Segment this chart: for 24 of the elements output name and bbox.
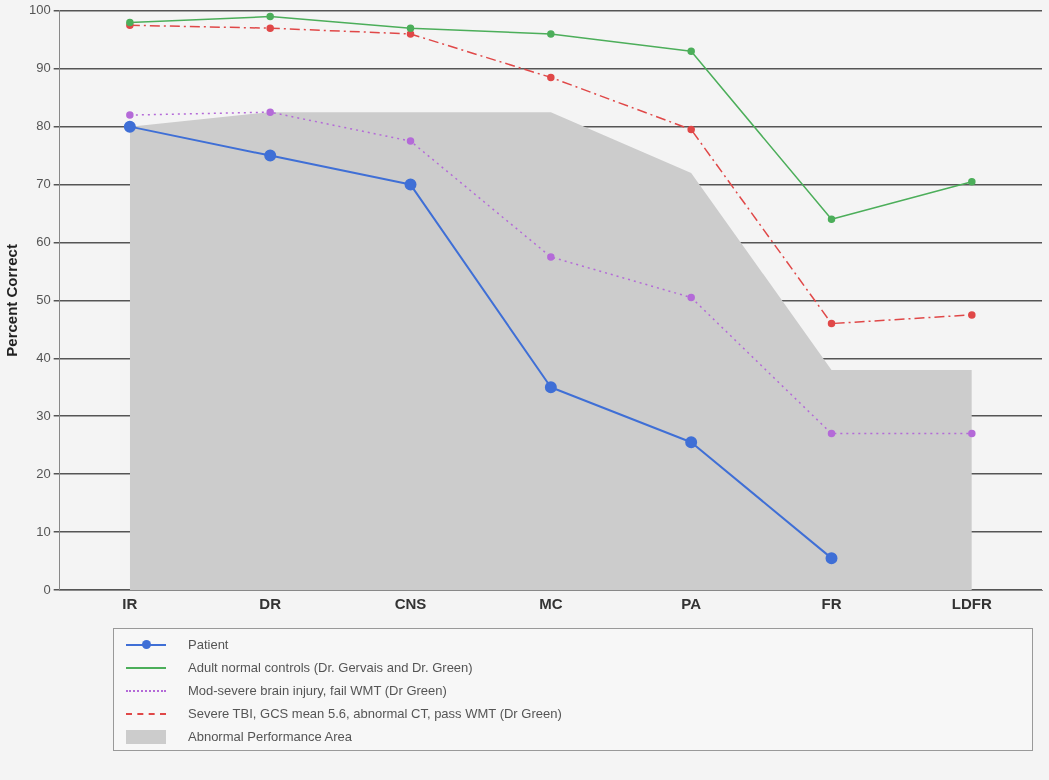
x-tick-label: IR [122, 595, 138, 613]
x-tick-label: PA [681, 595, 702, 613]
x-tick-label: DR [259, 595, 282, 613]
legend-label: Abnormal Performance Area [188, 729, 353, 744]
legend-label: Patient [188, 637, 229, 652]
y-axis-title: Percent Correct [3, 244, 21, 357]
legend-label: Adult normal controls (Dr. Gervais and Dr. Green) [188, 660, 473, 675]
x-tick-label: MC [539, 595, 563, 613]
x-tick-label: LDFR [951, 595, 992, 613]
y-tick-label: 70 [36, 176, 51, 192]
y-tick-label: 10 [36, 523, 51, 539]
y-tick-label: 0 [43, 581, 51, 597]
y-tick-label: 100 [28, 2, 51, 18]
y-tick-label: 80 [36, 118, 51, 134]
x-tick-label: CNS [394, 595, 427, 613]
y-tick-label: 50 [36, 291, 51, 307]
y-tick-label: 20 [36, 465, 51, 481]
x-tick-label: FR [821, 595, 842, 613]
y-tick-label: 30 [36, 407, 51, 423]
y-tick-label: 90 [36, 60, 51, 76]
legend-label: Severe TBI, GCS mean 5.6, abnormal CT, pass WMT (Dr Green) [188, 706, 562, 721]
y-tick-label: 40 [36, 349, 51, 365]
legend-label: Mod-severe brain injury, fail WMT (Dr Green) [188, 683, 447, 698]
y-tick-label: 60 [36, 234, 51, 250]
